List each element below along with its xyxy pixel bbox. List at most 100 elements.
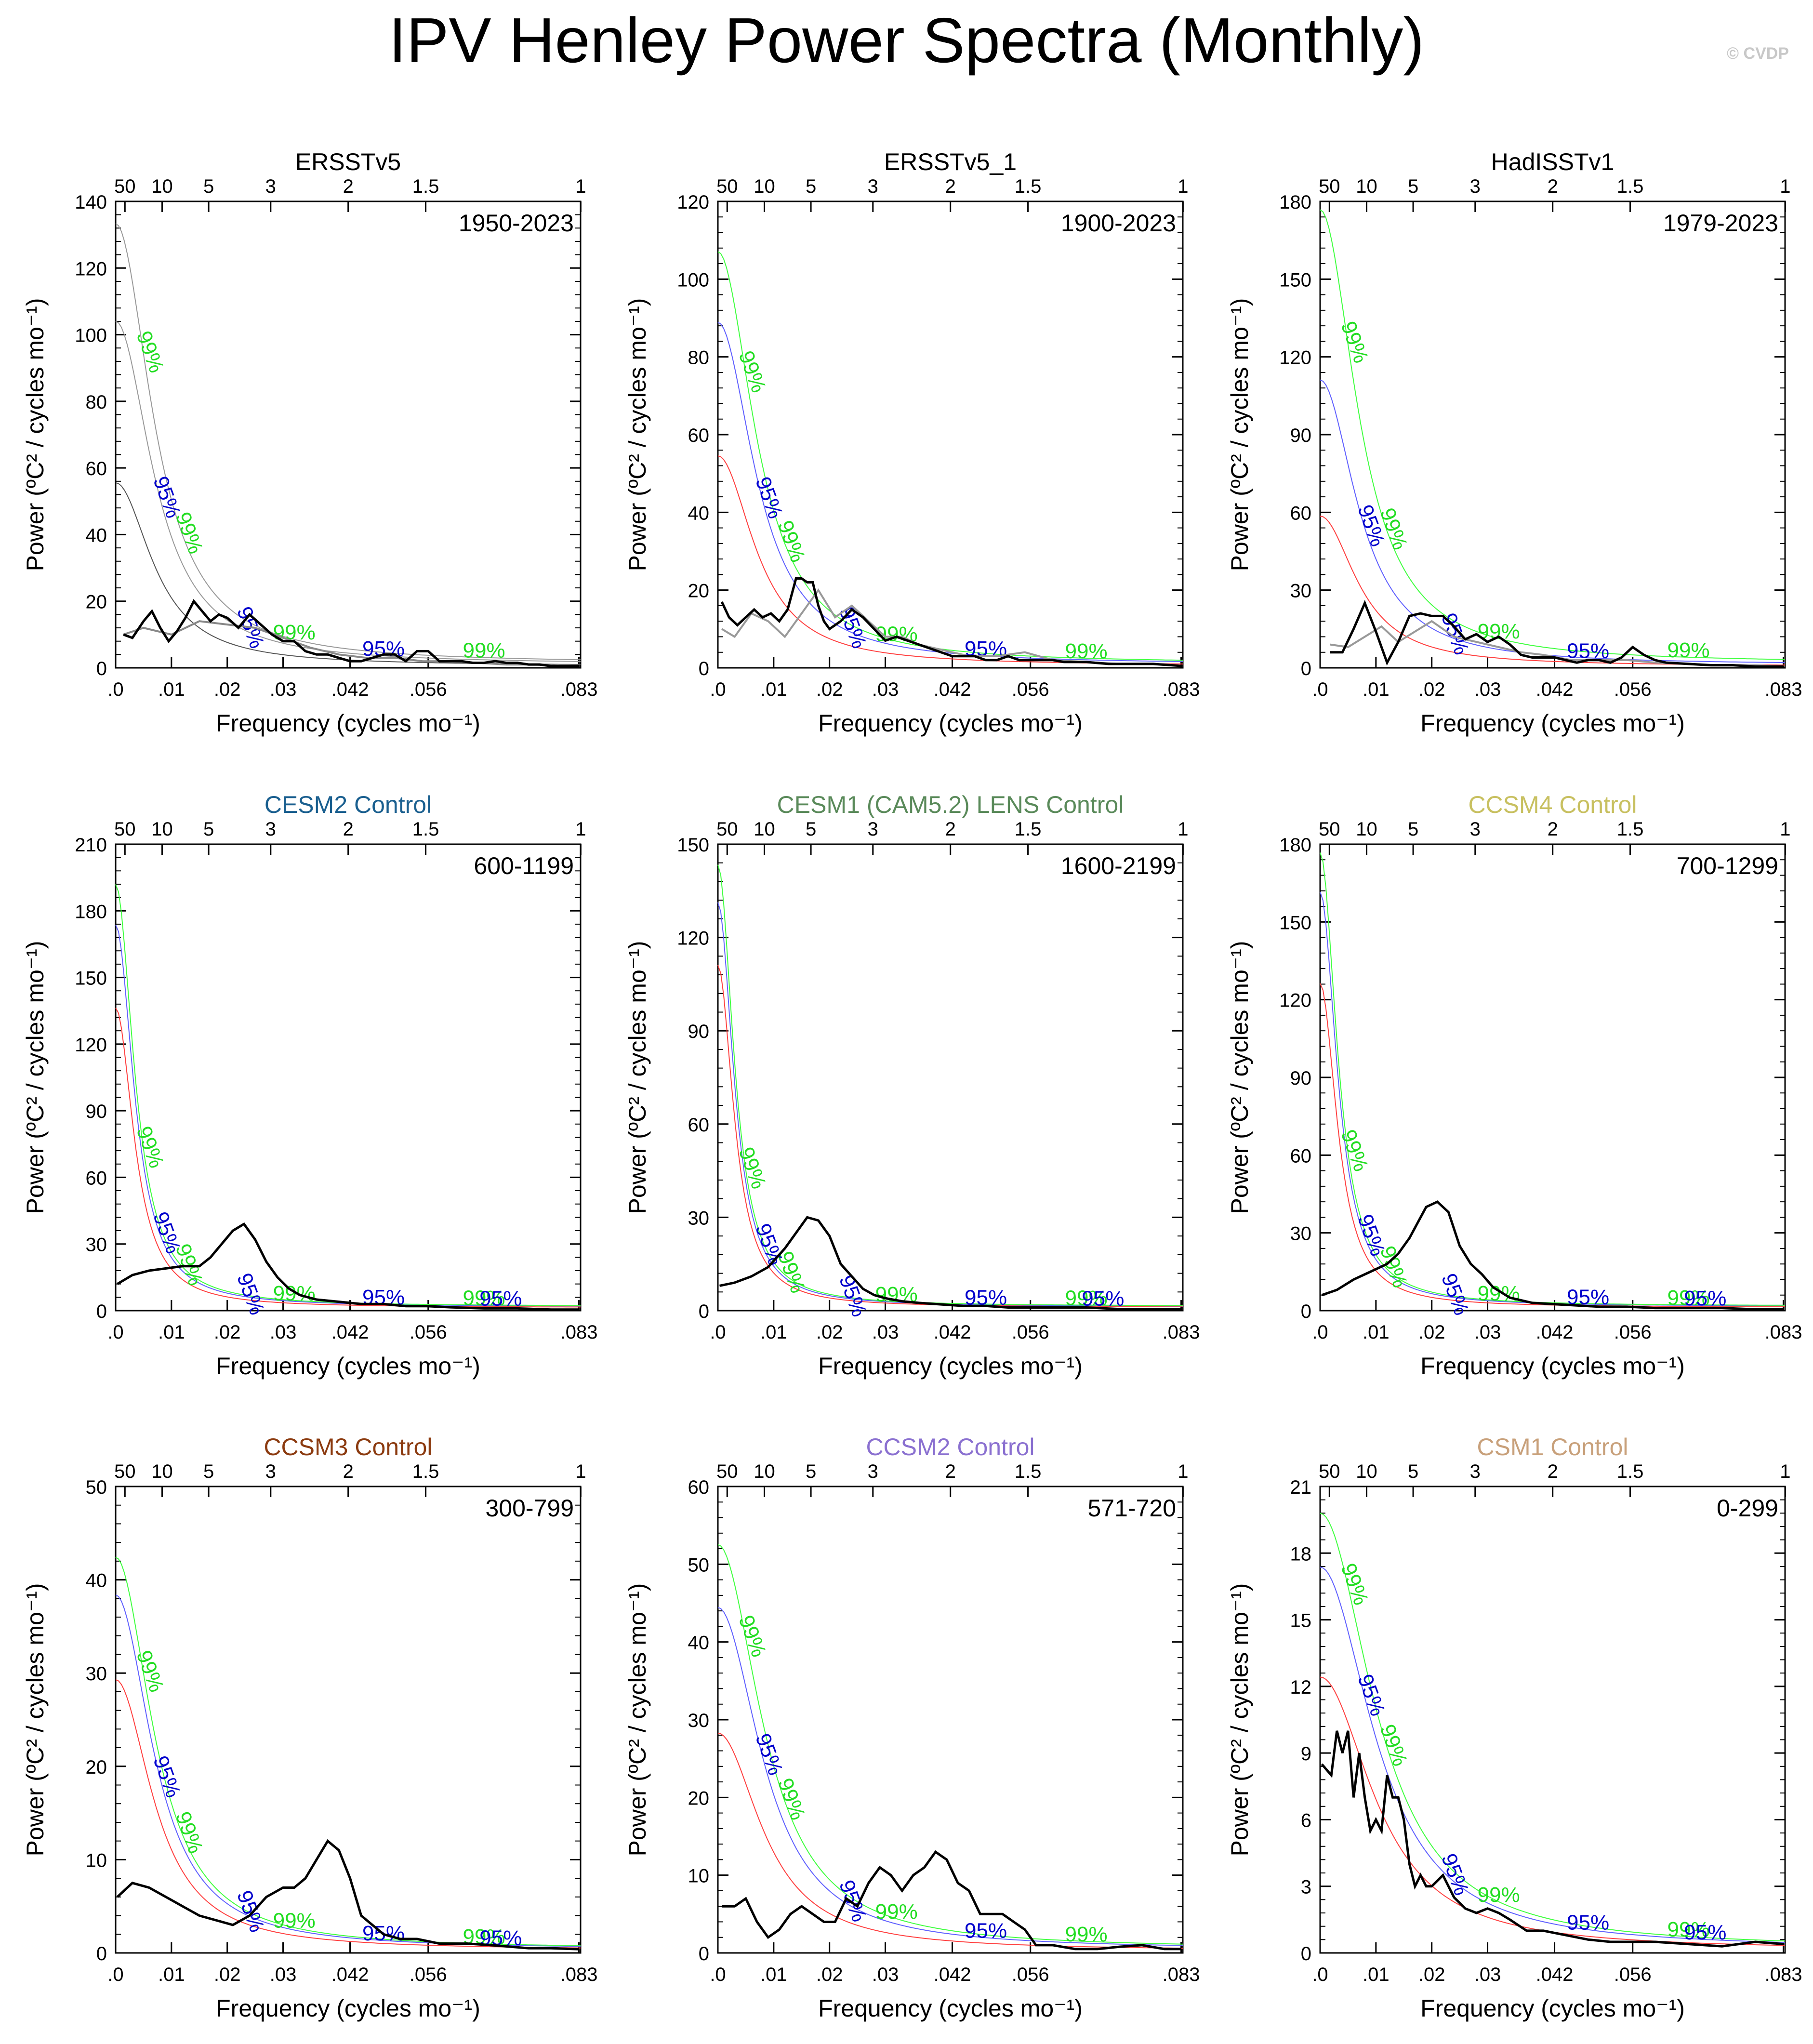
x-tick-label: .056 — [1012, 1964, 1049, 1985]
y-tick-label: 0 — [1301, 1943, 1311, 1964]
y-tick-label: 3 — [1301, 1877, 1311, 1898]
x-tick-label: .042 — [331, 679, 369, 700]
spectrum-panel: CCSM3 Control 300-799 0 10 20 30 40 50 .0 .01 .02.… — [22, 1433, 597, 2022]
sig99-label: 99% — [1065, 1923, 1108, 1946]
plot-frame — [717, 843, 1184, 1312]
sig95-label: 95% — [1353, 1211, 1390, 1260]
x-axis-title: Frequency (cycles mo⁻¹) — [818, 1995, 1083, 2022]
top-tick-label: 3 — [265, 176, 276, 197]
y-tick-label: 150 — [677, 835, 709, 856]
y-tick-label: 100 — [677, 269, 709, 291]
spectrum-line — [722, 1850, 1181, 1951]
sig95-curve — [1320, 1566, 1786, 1943]
sig95-curve — [1320, 379, 1786, 664]
panel-title: CSM1 Control — [1477, 1433, 1628, 1460]
x-tick-label: .01 — [158, 1322, 185, 1343]
top-tick-label: 1.5 — [412, 176, 439, 197]
sig99-label: 99% — [773, 518, 810, 566]
x-tick-label: .083 — [1765, 679, 1802, 700]
period-label: 0-299 — [1717, 1495, 1778, 1522]
y-tick-label: 10 — [86, 1850, 107, 1871]
panel-title: CESM2 Control — [265, 791, 432, 818]
x-tick-label: .056 — [1012, 679, 1049, 700]
y-tick-label: 120 — [1279, 990, 1311, 1011]
top-tick-label: 5 — [806, 819, 816, 840]
sig99-label: 99% — [734, 348, 770, 396]
top-tick-label: 1.5 — [1617, 819, 1644, 840]
sig99-curve — [717, 251, 1183, 661]
top-tick-label: 1 — [1178, 1461, 1188, 1482]
panel-title: CESM1 (CAM5.2) LENS Control — [777, 791, 1124, 818]
sig99-label: 99% — [171, 1808, 208, 1857]
y-tick-label: 30 — [688, 1208, 710, 1229]
x-tick-label: .083 — [1765, 1322, 1802, 1343]
x-tick-label: .03 — [1474, 679, 1501, 700]
sig99-label: 99% — [132, 1647, 168, 1696]
y-tick-label: 150 — [1279, 912, 1311, 933]
sig95-label: 95% — [1567, 639, 1609, 663]
panel-title: CCSM4 Control — [1468, 791, 1637, 818]
top-tick-label: 10 — [754, 1461, 775, 1482]
y-tick-label: 100 — [75, 325, 107, 346]
top-tick-label: 50 — [114, 819, 136, 840]
x-tick-label: .0 — [710, 1322, 726, 1343]
sig99-label: 99% — [773, 1775, 810, 1823]
x-tick-label: .03 — [270, 1322, 297, 1343]
y-axis-title: Power (ºC² / cycles mo⁻¹) — [624, 941, 651, 1214]
top-tick-label: 1.5 — [1617, 176, 1644, 197]
y-tick-label: 10 — [688, 1866, 710, 1887]
plot-frame — [115, 843, 582, 1312]
y-tick-label: 30 — [1290, 1223, 1312, 1245]
period-label: 571-720 — [1088, 1495, 1177, 1522]
x-tick-label: .056 — [1614, 1964, 1652, 1985]
panel-title: HadISSTv1 — [1491, 148, 1614, 175]
y-tick-label: 0 — [96, 1943, 107, 1964]
sig95-label: 95% — [1684, 1287, 1726, 1310]
top-tick-label: 2 — [1548, 819, 1558, 840]
y-tick-label: 0 — [1301, 658, 1311, 679]
y-tick-label: 210 — [75, 835, 107, 856]
y-tick-label: 180 — [1279, 835, 1311, 856]
x-tick-label: .01 — [1363, 1322, 1390, 1343]
sig95-label: 95% — [751, 474, 787, 522]
x-tick-label: .02 — [1418, 1322, 1445, 1343]
sig99-label: 99% — [1065, 1287, 1108, 1310]
top-tick-label: 3 — [1470, 819, 1481, 840]
top-tick-label: 5 — [806, 1461, 816, 1482]
spectrum-line — [123, 599, 579, 667]
x-tick-label: .056 — [410, 679, 447, 700]
top-tick-label: 50 — [114, 176, 136, 197]
top-tick-label: 50 — [1319, 1461, 1340, 1482]
panel-title: ERSSTv5_1 — [884, 148, 1017, 175]
spectrum-panel: CCSM4 Control700-12990306090120150180.0.… — [1226, 791, 1802, 1380]
y-tick-label: 150 — [1279, 269, 1311, 291]
x-tick-label: .03 — [872, 1322, 899, 1343]
top-tick-label: 5 — [203, 176, 214, 197]
x-tick-label: .02 — [816, 679, 843, 700]
x-tick-label: .042 — [1536, 1964, 1574, 1985]
plot-frame — [1319, 1486, 1786, 1954]
plot-frame — [717, 1486, 1184, 1954]
y-tick-label: 60 — [1290, 1145, 1312, 1167]
plot-frame — [1319, 200, 1786, 669]
y-tick-label: 60 — [1290, 503, 1312, 524]
top-tick-label: 3 — [868, 176, 878, 197]
y-tick-label: 30 — [1290, 581, 1312, 602]
sig95-curve — [115, 320, 581, 662]
x-tick-label: .03 — [270, 679, 297, 700]
sig99-label: 99% — [734, 1612, 770, 1660]
sig95-label: 95% — [148, 1753, 185, 1801]
x-tick-label: .083 — [560, 679, 598, 700]
top-tick-label: 2 — [945, 819, 956, 840]
top-tick-label: 2 — [1548, 176, 1558, 197]
x-tick-label: .056 — [1614, 1322, 1652, 1343]
top-tick-label: 3 — [1470, 176, 1481, 197]
spectrum-line — [1330, 600, 1784, 668]
spectrum-line — [116, 1839, 579, 1951]
y-tick-label: 60 — [86, 458, 107, 479]
sig99-label: 99% — [1667, 1918, 1710, 1941]
y-tick-label: 20 — [86, 1757, 107, 1778]
x-tick-label: .02 — [816, 1322, 843, 1343]
top-tick-label: 1 — [1780, 819, 1790, 840]
x-tick-label: .0 — [107, 1322, 123, 1343]
